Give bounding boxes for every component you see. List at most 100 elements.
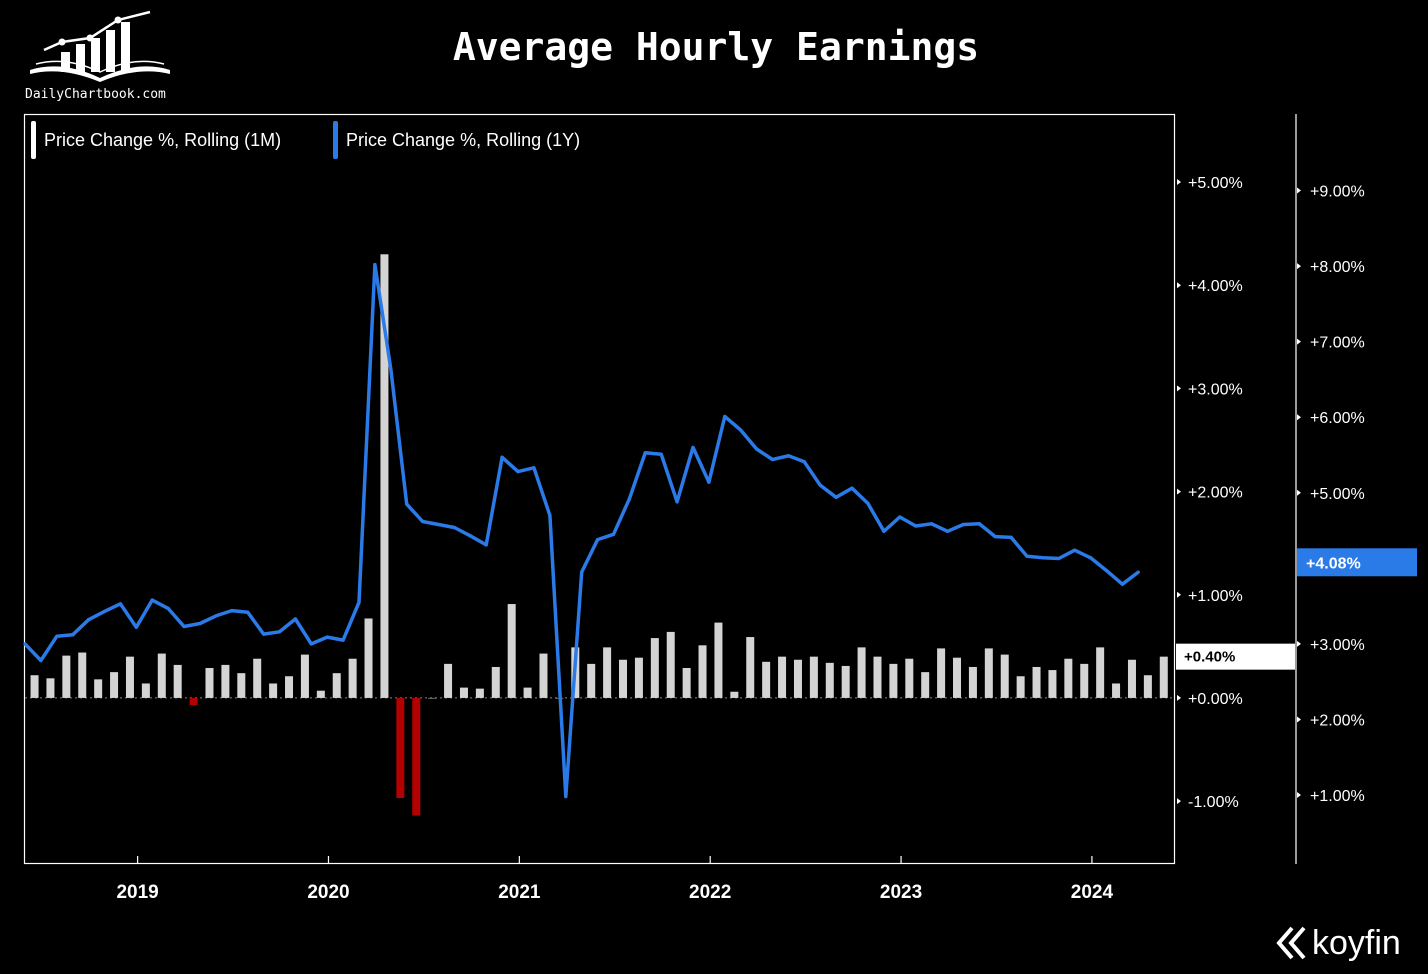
point-1y <box>532 466 536 470</box>
point-1y <box>818 483 822 487</box>
bar-1m <box>762 661 771 698</box>
chart-title: Average Hourly Earnings <box>453 25 979 69</box>
point-1y <box>723 414 727 419</box>
last-value-badge-1m <box>1176 643 1295 670</box>
bar-1m <box>1080 663 1089 698</box>
point-1y <box>1073 548 1077 552</box>
bar-1m <box>412 697 421 816</box>
bar-1m <box>173 664 182 698</box>
point-1y <box>405 502 409 506</box>
x-tick-label: 2020 <box>307 882 349 903</box>
point-1y <box>675 500 679 504</box>
last-value-badge-1y <box>1297 548 1417 577</box>
point-1y <box>1009 535 1013 539</box>
right-tick-label: +8.00% <box>1310 259 1365 276</box>
point-1y <box>150 598 154 602</box>
bar-1m <box>237 673 246 698</box>
left-tick-mark <box>1177 591 1181 598</box>
right-tick-label: +7.00% <box>1310 335 1365 352</box>
left-axis: +5.00% +4.00% +3.00% +2.00% +1.00% +0.00% -1.0… <box>1177 175 1243 811</box>
point-1y <box>341 638 345 642</box>
left-tick-mark <box>1177 798 1181 805</box>
bar-1m <box>396 697 405 799</box>
right-tick-mark <box>1297 338 1301 345</box>
right-tick-label: +9.00% <box>1310 184 1365 201</box>
point-1y <box>39 658 43 663</box>
right-tick-label: +5.00% <box>1310 486 1365 503</box>
bar-1m <box>285 676 294 698</box>
bar-1m <box>1000 654 1009 698</box>
point-1y <box>1136 570 1140 574</box>
point-1y <box>246 610 250 614</box>
bar-1m <box>825 662 834 698</box>
x-axis: 2019 2020 2021 2022 2023 2024 <box>116 856 1113 903</box>
bar-1m <box>78 652 87 698</box>
point-1y <box>1104 569 1109 573</box>
bar-1m <box>125 656 134 698</box>
bar-1m <box>316 690 325 698</box>
right-tick-mark <box>1297 263 1301 270</box>
bar-1m <box>189 697 198 706</box>
point-1y <box>1025 554 1029 558</box>
point-1y <box>945 529 950 533</box>
left-tick-label: +1.00% <box>1188 588 1243 605</box>
bar-1m <box>380 254 389 698</box>
legend-swatch-1m <box>31 121 36 159</box>
bar-1m <box>714 622 723 698</box>
point-1y <box>102 609 107 614</box>
bar-1m <box>157 653 166 698</box>
point-1y <box>548 513 552 518</box>
bar-1m <box>1127 659 1136 698</box>
bar-1m <box>30 675 39 698</box>
left-tick-mark <box>1177 179 1181 186</box>
point-1y <box>1057 556 1061 561</box>
koyfin-watermark: koyfin <box>1312 924 1401 962</box>
point-1y <box>770 457 775 462</box>
point-1y <box>261 632 266 636</box>
point-1y <box>1089 556 1093 560</box>
bar-1m <box>873 656 882 698</box>
bar-1m <box>968 666 977 698</box>
bar-1m <box>650 638 659 698</box>
bar-1m <box>1048 670 1057 698</box>
x-tick-label: 2021 <box>498 882 541 903</box>
last-value-label-1y: +4.08% <box>1306 555 1361 572</box>
right-tick-mark <box>1297 414 1301 421</box>
point-1y <box>659 452 663 456</box>
bar-1m <box>984 648 993 698</box>
bar-1m <box>444 663 453 698</box>
x-tick-label: 2024 <box>1071 882 1114 903</box>
left-tick-label: -1.00% <box>1188 794 1239 811</box>
bar-1m <box>332 673 341 698</box>
bar-1m <box>619 659 628 698</box>
bar-1m <box>110 672 119 698</box>
bar-1m <box>1112 683 1121 698</box>
point-1y <box>373 263 377 267</box>
right-tick-label: +2.00% <box>1310 712 1365 729</box>
bar-1m <box>1032 666 1041 698</box>
point-1y <box>755 447 759 451</box>
left-tick-label: +3.00% <box>1188 381 1243 398</box>
right-tick-label: +3.00% <box>1310 637 1365 654</box>
point-1y <box>580 570 584 574</box>
x-tick-label: 2022 <box>689 882 731 903</box>
plot-frame <box>23 113 1176 865</box>
point-1y <box>484 543 488 547</box>
bar-1m <box>94 679 103 698</box>
point-1y <box>691 445 695 450</box>
point-1y <box>866 501 870 505</box>
point-1y <box>977 522 981 526</box>
point-1y <box>707 480 711 484</box>
left-tick-label: +4.00% <box>1188 278 1243 295</box>
points-1y <box>23 263 1140 799</box>
bar-1m <box>603 647 612 698</box>
point-1y <box>87 618 91 622</box>
point-1y <box>802 460 806 464</box>
bar-1m <box>523 687 532 698</box>
bar-1m <box>62 655 71 698</box>
bar-1m <box>905 658 914 698</box>
bar-1m <box>1143 675 1152 698</box>
point-1y <box>277 630 282 634</box>
point-1y <box>182 624 186 629</box>
